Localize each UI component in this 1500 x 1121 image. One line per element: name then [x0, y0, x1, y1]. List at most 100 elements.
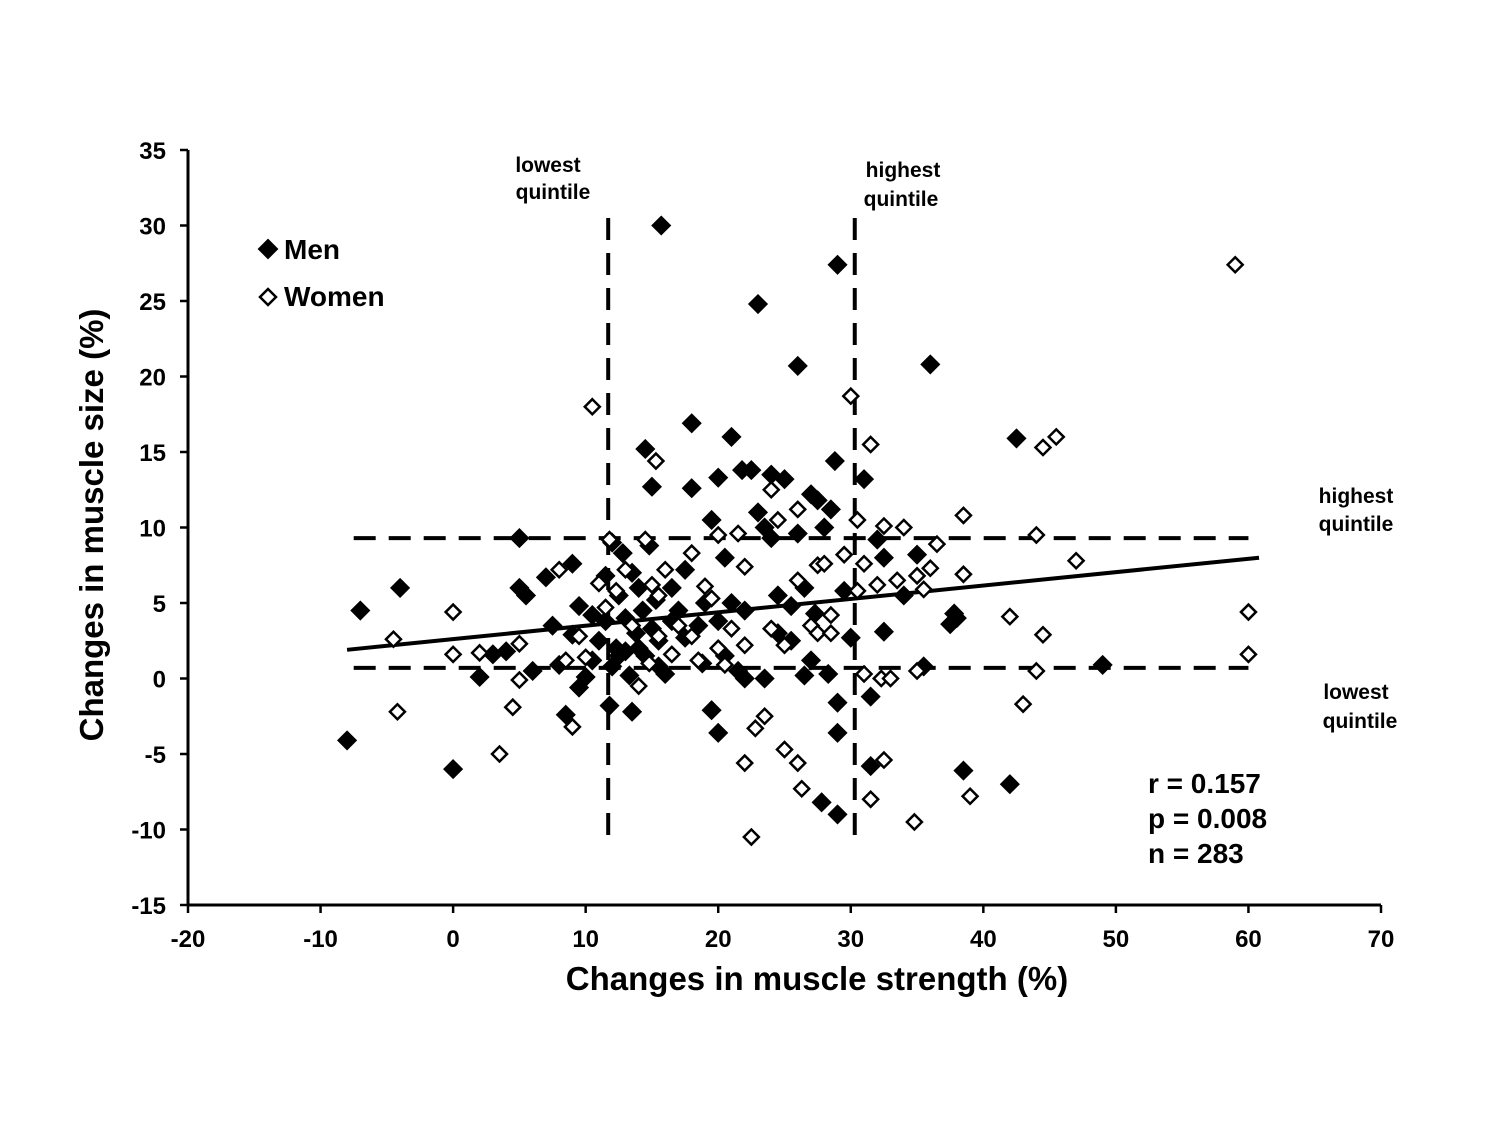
women-data-point	[649, 626, 668, 646]
men-data-point	[390, 577, 411, 598]
stat-n: n = 283	[1148, 838, 1244, 869]
women-data-point	[642, 575, 662, 595]
men-data-point	[860, 756, 881, 777]
men-data-point	[568, 595, 590, 617]
men-data-point	[754, 668, 775, 689]
men-data-point	[721, 592, 742, 614]
men-data-point	[443, 759, 464, 780]
men-data-point	[747, 502, 769, 523]
women-data-point	[746, 719, 765, 738]
y-tick-label: -5	[145, 742, 166, 769]
men-data-point	[781, 595, 802, 617]
stat-p: p = 0.008	[1148, 803, 1267, 834]
women-data-point	[702, 589, 721, 608]
women-data-point	[708, 639, 728, 658]
women-data-point	[788, 500, 808, 519]
men-data-point	[734, 600, 755, 621]
men-data-point	[774, 469, 795, 490]
vertical-high-quintile-label-line1: highest	[866, 159, 941, 182]
men-data-point	[814, 517, 835, 538]
women-data-point	[1239, 602, 1258, 622]
men-data-point	[542, 615, 563, 636]
men-data-point	[651, 215, 672, 236]
men-data-point	[800, 650, 822, 671]
men-data-point	[701, 509, 722, 531]
men-data-point	[337, 730, 358, 751]
men-data-point	[708, 722, 729, 743]
men-data-point	[853, 469, 875, 490]
women-data-point	[622, 616, 642, 635]
women-data-point	[1239, 645, 1258, 664]
men-data-point	[827, 254, 848, 275]
trendline	[346, 555, 1260, 652]
women-data-point	[814, 554, 834, 574]
women-data-point	[384, 629, 403, 649]
women-data-point	[788, 571, 808, 590]
horizontal-low-quintile-label-line1: lowest	[1323, 681, 1388, 704]
women-data-point	[755, 706, 774, 726]
men-data-point	[873, 547, 894, 568]
men-data-point	[632, 600, 653, 621]
women-data-point	[735, 753, 755, 773]
men-data-point	[824, 450, 845, 472]
men-data-point	[496, 641, 517, 662]
men-data-point	[350, 600, 371, 621]
men-data-point	[681, 413, 702, 434]
women-data-point	[629, 676, 648, 696]
women-data-point	[841, 386, 861, 406]
y-tick-label: 20	[139, 365, 166, 392]
women-data-point	[921, 559, 940, 578]
men-data-point	[714, 547, 735, 568]
legend-women-label: Women	[284, 281, 385, 312]
men-data-point	[946, 608, 967, 629]
men-data-point	[681, 478, 702, 499]
legend: Men Women	[257, 234, 385, 312]
x-tick-label: -10	[303, 926, 338, 953]
women-data-point	[722, 619, 741, 638]
men-data-point	[622, 701, 643, 722]
women-data-point	[848, 581, 867, 601]
x-tick-label: 30	[837, 926, 864, 953]
women-data-point	[669, 616, 688, 635]
women-data-point	[569, 626, 589, 646]
men-data-point	[840, 627, 861, 648]
men-data-point	[582, 605, 603, 626]
men-data-point	[827, 722, 848, 743]
men-data-point	[675, 559, 696, 580]
men-data-point	[761, 528, 782, 549]
y-tick-label: 25	[139, 289, 166, 316]
women-data-point	[443, 645, 463, 664]
women-data-point	[887, 571, 907, 590]
women-data-point	[510, 634, 529, 654]
women-data-point	[1013, 694, 1033, 714]
women-data-point	[1046, 427, 1066, 447]
women-data-point	[1033, 438, 1053, 457]
series-women	[384, 255, 1258, 847]
women-data-point	[708, 525, 728, 545]
men-data-point	[999, 774, 1020, 795]
women-data-point	[1027, 661, 1046, 681]
women-data-point	[549, 560, 569, 580]
women-data-point	[715, 655, 735, 675]
series-men	[337, 215, 1113, 825]
x-tick-label: 10	[572, 926, 599, 953]
men-data-point	[721, 426, 742, 447]
women-data-point	[1000, 607, 1020, 626]
women-data-point	[742, 827, 761, 847]
women-data-point	[689, 651, 708, 670]
men-data-point	[509, 528, 530, 549]
men-data-point	[767, 585, 788, 606]
women-data-point	[606, 581, 626, 601]
women-data-point	[907, 661, 927, 681]
men-data-point	[1006, 428, 1027, 449]
men-data-point	[741, 460, 762, 481]
y-tick-label: 0	[153, 667, 166, 694]
women-data-point	[640, 654, 659, 673]
women-data-point	[821, 623, 841, 643]
men-data-point	[827, 804, 848, 825]
vertical-low-quintile-label-line2: quintile	[516, 181, 591, 204]
women-data-point	[1066, 551, 1086, 570]
women-data-point	[1033, 625, 1053, 644]
men-data-point	[1092, 654, 1113, 675]
